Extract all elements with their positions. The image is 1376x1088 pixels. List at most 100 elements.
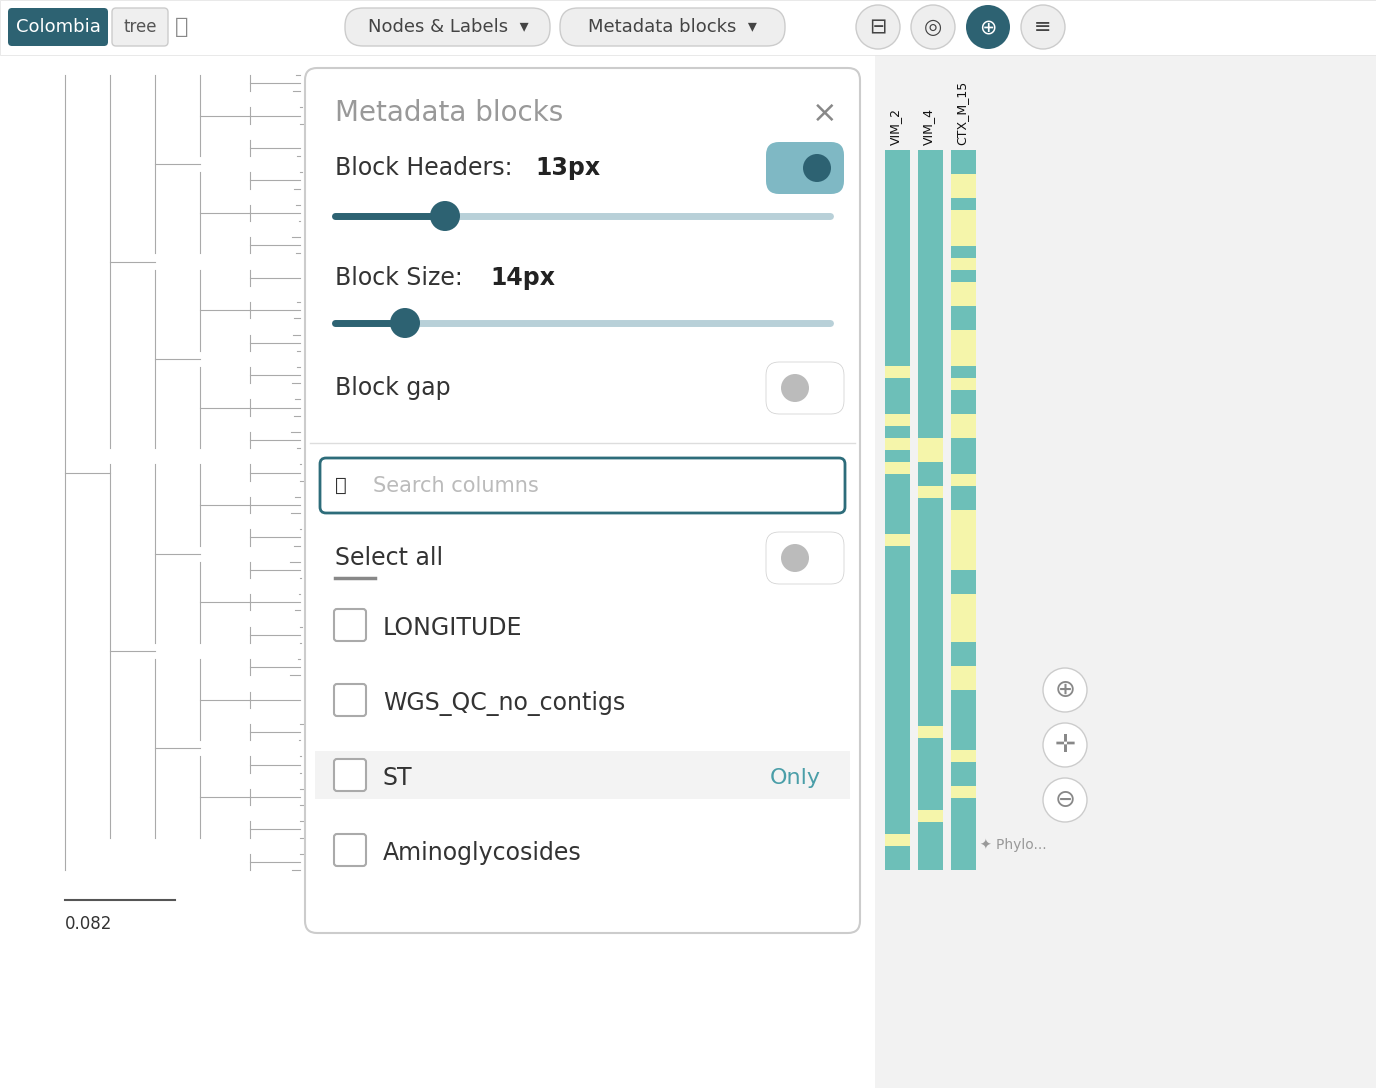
Bar [918, 534, 943, 546]
Bar [885, 150, 910, 162]
Bar [918, 809, 943, 823]
Text: Select all: Select all [334, 546, 443, 570]
Bar [885, 582, 910, 594]
Bar [951, 570, 976, 582]
Bar [918, 774, 943, 786]
Bar [918, 522, 943, 534]
Bar [918, 174, 943, 186]
Bar [885, 534, 910, 546]
Bar [951, 786, 976, 798]
Bar [885, 546, 910, 558]
Bar [918, 823, 943, 834]
Bar [918, 342, 943, 354]
Circle shape [782, 544, 809, 572]
Bar [951, 642, 976, 654]
Text: ⊕: ⊕ [980, 17, 996, 37]
Bar [918, 642, 943, 654]
Bar [885, 750, 910, 762]
Bar [885, 522, 910, 534]
FancyBboxPatch shape [334, 684, 366, 716]
Bar [885, 738, 910, 750]
Bar [885, 401, 910, 415]
FancyBboxPatch shape [766, 532, 843, 584]
Bar [918, 750, 943, 762]
Bar [885, 510, 910, 522]
Bar [918, 570, 943, 582]
Bar [918, 234, 943, 246]
Text: Block Size:: Block Size: [334, 265, 471, 290]
Bar [951, 774, 976, 786]
Text: Metadata blocks: Metadata blocks [334, 99, 563, 127]
Bar [918, 558, 943, 570]
Bar [951, 474, 976, 486]
Bar [951, 534, 976, 546]
Bar [918, 354, 943, 366]
FancyBboxPatch shape [334, 834, 366, 866]
Bar [885, 294, 910, 306]
Bar [885, 846, 910, 858]
Bar [951, 726, 976, 738]
Text: Search columns: Search columns [373, 475, 539, 495]
Bar [951, 606, 976, 618]
Bar [885, 726, 910, 738]
Bar [885, 798, 910, 809]
Bar [951, 174, 976, 186]
Bar [0, 0, 1376, 55]
Text: ⊟: ⊟ [870, 17, 886, 37]
Text: 0.082: 0.082 [65, 915, 113, 934]
Bar [885, 354, 910, 366]
Bar [918, 690, 943, 702]
Bar [885, 330, 910, 342]
Text: tree: tree [124, 18, 157, 36]
Bar [885, 823, 910, 834]
Bar [885, 462, 910, 474]
Bar [885, 222, 910, 234]
Text: Block Headers:: Block Headers: [334, 156, 520, 180]
Bar [918, 654, 943, 666]
Text: Colombia: Colombia [15, 18, 100, 36]
Bar [918, 846, 943, 858]
Text: ✛: ✛ [1054, 733, 1076, 757]
Bar [315, 751, 850, 799]
Bar [951, 510, 976, 522]
Text: 🔍: 🔍 [334, 477, 347, 495]
Bar [885, 498, 910, 510]
Bar [885, 642, 910, 654]
Text: ≡: ≡ [1035, 17, 1051, 37]
Bar [885, 438, 910, 450]
Bar [885, 654, 910, 666]
Bar [918, 162, 943, 174]
Bar [951, 618, 976, 630]
Text: ⊕: ⊕ [1054, 678, 1076, 702]
Bar [951, 162, 976, 174]
Bar [918, 318, 943, 330]
Bar [885, 162, 910, 174]
Circle shape [1043, 778, 1087, 823]
Circle shape [1021, 5, 1065, 49]
Bar [885, 809, 910, 823]
Bar [918, 438, 943, 450]
Bar [951, 798, 976, 809]
FancyBboxPatch shape [305, 67, 860, 934]
Text: ✦ Phylo...: ✦ Phylo... [980, 838, 1047, 852]
Bar [918, 330, 943, 342]
Bar [951, 462, 976, 474]
Bar [951, 246, 976, 258]
Bar [918, 366, 943, 378]
Bar [918, 594, 943, 606]
Bar [918, 498, 943, 510]
Bar [918, 198, 943, 210]
Circle shape [1043, 668, 1087, 712]
Bar [951, 450, 976, 462]
Text: Only: Only [771, 768, 821, 788]
Bar [951, 666, 976, 678]
Text: ⊖: ⊖ [1054, 788, 1076, 812]
Bar [885, 415, 910, 426]
Bar [918, 714, 943, 726]
Bar [951, 714, 976, 726]
Bar [951, 834, 976, 846]
Bar [885, 558, 910, 570]
Bar [918, 510, 943, 522]
Bar [951, 401, 976, 415]
Bar [918, 678, 943, 690]
